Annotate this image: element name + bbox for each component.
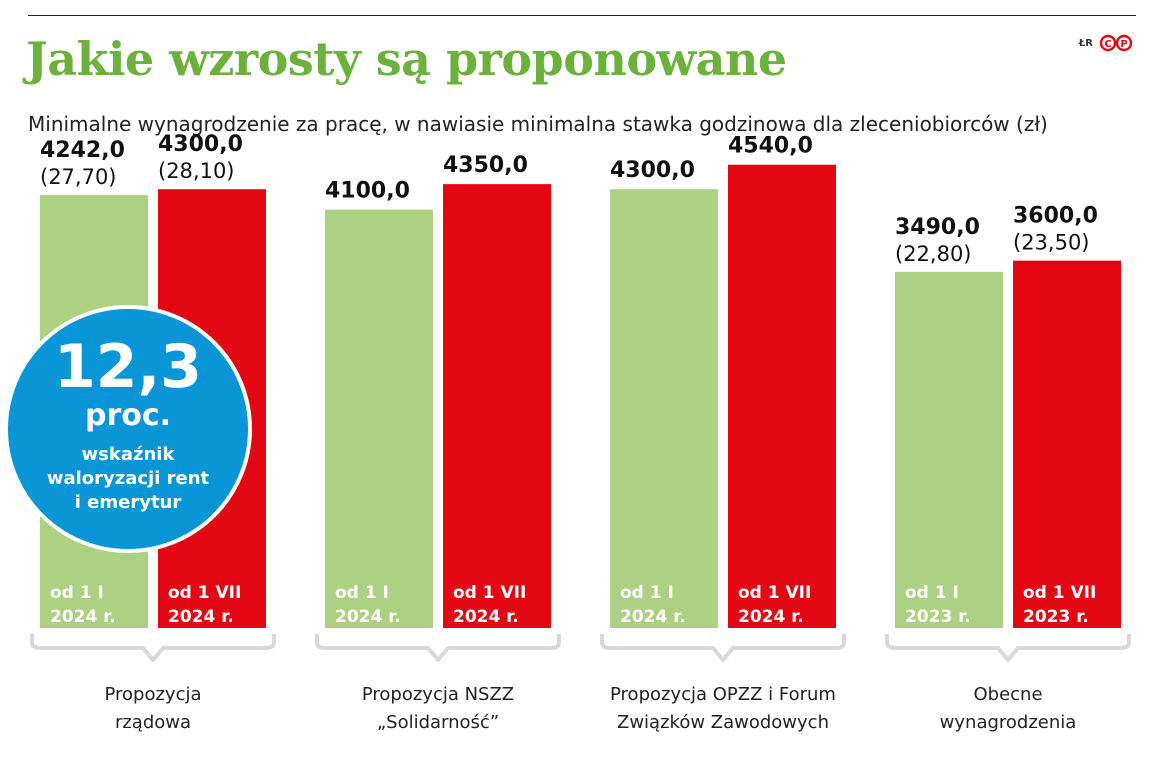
- chart-title: Jakie wzrosty są proponowane: [26, 32, 787, 86]
- group-bracket: [600, 634, 846, 662]
- bar-period-label: od 1 VII 2024 r.: [453, 583, 526, 627]
- bar-hourly-label: (22,80): [895, 242, 972, 266]
- bar-period-label: od 1 I 2024 r.: [335, 583, 401, 627]
- publisher-logo: C P: [1099, 34, 1133, 52]
- bar-red: [443, 184, 551, 629]
- author-initials: ŁR: [1078, 37, 1093, 49]
- badge-value: 12,3: [53, 332, 203, 402]
- bar-value-label: 4300,0: [158, 132, 243, 157]
- svg-text:P: P: [1120, 39, 1127, 50]
- bar-value-label: 4300,0: [610, 158, 695, 183]
- bar-period-label: od 1 VII 2024 r.: [738, 583, 811, 627]
- badge-unit: proc.: [84, 398, 172, 433]
- group-label: Obecne wynagrodzenia: [940, 684, 1077, 733]
- group-bracket: [315, 634, 561, 662]
- bar-hourly-label: (27,70): [40, 165, 117, 189]
- bar-red: [1013, 260, 1121, 628]
- bar-value-label: 4242,0: [40, 138, 125, 163]
- bar-green: [895, 271, 1003, 628]
- credit: ŁR C P: [1079, 34, 1133, 52]
- group-bracket: [885, 634, 1131, 662]
- top-rule: [28, 15, 1136, 16]
- bar-hourly-label: (23,50): [1013, 231, 1090, 255]
- bar-period-label: od 1 I 2023 r.: [905, 583, 971, 627]
- indexation-badge: 12,3 proc. wskaźnik waloryzacji rent i e…: [4, 305, 252, 553]
- group-label: Propozycja OPZZ i Forum Związków Zawodowy…: [610, 684, 836, 733]
- group-label: Propozycja rządowa: [104, 684, 201, 733]
- bar-green: [325, 209, 433, 628]
- bar-period-label: od 1 I 2024 r.: [50, 583, 116, 627]
- bar-value-label: 4540,0: [728, 134, 813, 159]
- svg-text:C: C: [1104, 39, 1111, 50]
- group-label: Propozycja NSZZ „Solidarność”: [362, 684, 514, 733]
- bar-period-label: od 1 I 2024 r.: [620, 583, 686, 627]
- group-bracket: [30, 634, 276, 662]
- bar-value-label: 3490,0: [895, 215, 980, 240]
- bar-value-label: 4350,0: [443, 153, 528, 178]
- chart-subtitle: Minimalne wynagrodzenie za pracę, w nawi…: [28, 112, 1048, 136]
- bar-period-label: od 1 VII 2023 r.: [1023, 583, 1096, 627]
- bar-green: [610, 189, 718, 628]
- bar-red: [728, 164, 836, 629]
- bar-period-label: od 1 VII 2024 r.: [168, 583, 241, 627]
- bar-value-label: 3600,0: [1013, 204, 1098, 229]
- bar-hourly-label: (28,10): [158, 159, 235, 183]
- bar-value-label: 4100,0: [325, 179, 410, 204]
- badge-description: wskaźnik waloryzacji rent i emerytur: [46, 444, 210, 513]
